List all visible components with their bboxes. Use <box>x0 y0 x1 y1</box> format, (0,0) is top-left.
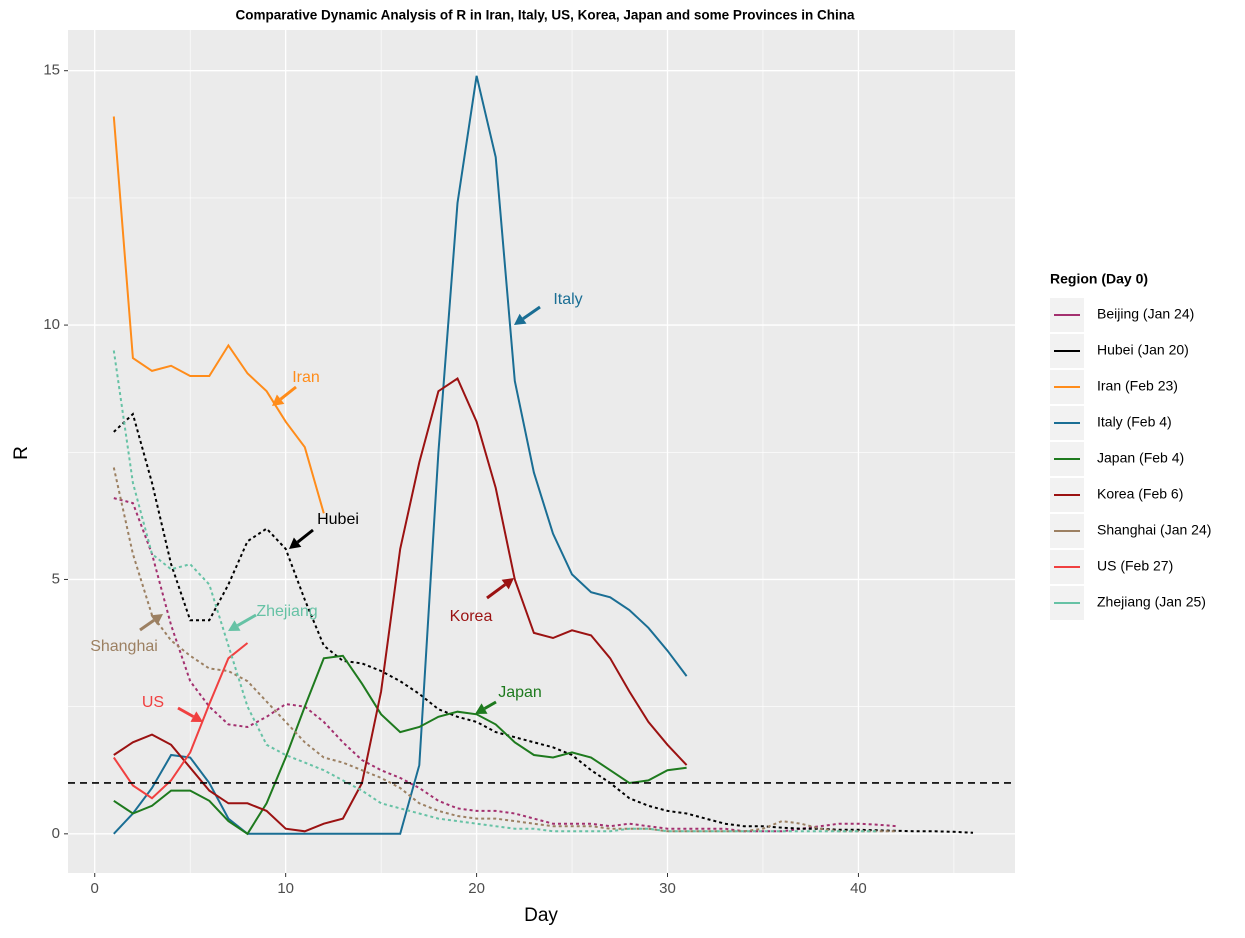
annotation-label: Shanghai <box>90 638 158 655</box>
arrow-head <box>501 578 514 590</box>
legend-label: Italy (Feb 4) <box>1097 414 1172 430</box>
x-tick-label: 30 <box>659 880 676 897</box>
annotation-label: Italy <box>553 291 582 308</box>
y-axis-title: R <box>11 446 32 460</box>
arrow-head <box>190 711 203 722</box>
arrow-head <box>228 620 241 631</box>
annotation-arrow <box>483 700 497 710</box>
series-line <box>112 350 878 833</box>
y-tick-label: 5 <box>52 570 60 587</box>
annotation-arrow <box>236 613 257 627</box>
x-tick-label: 40 <box>850 880 867 897</box>
arrow-head <box>475 703 488 714</box>
annotation-label: Japan <box>498 684 542 701</box>
annotation-arrow <box>486 583 507 600</box>
y-tick-label: 15 <box>43 62 60 79</box>
annotation-arrow <box>177 706 195 718</box>
y-tick-label: 0 <box>52 825 60 842</box>
series-line <box>113 654 687 836</box>
legend-label: Shanghai (Jan 24) <box>1097 522 1211 538</box>
series-line <box>113 75 688 835</box>
grid <box>68 30 1015 873</box>
legend-title: Region (Day 0) <box>1050 271 1148 287</box>
arrow-head <box>272 394 285 406</box>
legend-label: Japan (Feb 4) <box>1097 450 1184 466</box>
series-line <box>113 377 688 833</box>
annotation-arrow <box>296 528 314 544</box>
legend-label: Zhejiang (Jan 25) <box>1097 594 1206 610</box>
series-line <box>113 412 974 834</box>
x-tick-label: 0 <box>91 880 99 897</box>
annotation-label: Zhejiang <box>256 603 317 620</box>
series-line <box>112 116 325 514</box>
series-line <box>112 467 897 833</box>
chart-title: Comparative Dynamic Analysis of R in Ira… <box>236 8 855 23</box>
annotation-label: Hubei <box>317 511 359 528</box>
legend-label: Beijing (Jan 24) <box>1097 306 1194 322</box>
series-line <box>112 642 249 800</box>
annotations: Iran Italy Hubei Korea Zhejiang Shanghai Japan… <box>90 291 583 722</box>
lines <box>68 75 1015 836</box>
legend-label: Iran (Feb 23) <box>1097 378 1178 394</box>
legend-label: Korea (Feb 6) <box>1097 486 1183 502</box>
arrow-head <box>514 313 527 325</box>
annotation-label: Korea <box>450 608 493 625</box>
legend-label: US (Feb 27) <box>1097 558 1173 574</box>
arrow-head <box>289 537 302 549</box>
x-tick-label: 10 <box>277 880 294 897</box>
panel <box>68 30 1015 873</box>
x-tick-label: 20 <box>468 880 485 897</box>
annotation-label: US <box>142 694 164 711</box>
x-axis-title: Day <box>524 905 558 926</box>
annotation-arrow <box>522 305 541 320</box>
y-tick-label: 10 <box>43 316 60 333</box>
arrow-head <box>150 614 163 626</box>
legend: Beijing (Jan 24) Hubei (Jan 20) Iran (Feb … <box>1050 298 1211 620</box>
legend-label: Hubei (Jan 20) <box>1097 342 1189 358</box>
annotation-arrow <box>139 619 155 632</box>
annotation-label: Iran <box>292 369 320 386</box>
annotation-arrow <box>279 385 297 401</box>
